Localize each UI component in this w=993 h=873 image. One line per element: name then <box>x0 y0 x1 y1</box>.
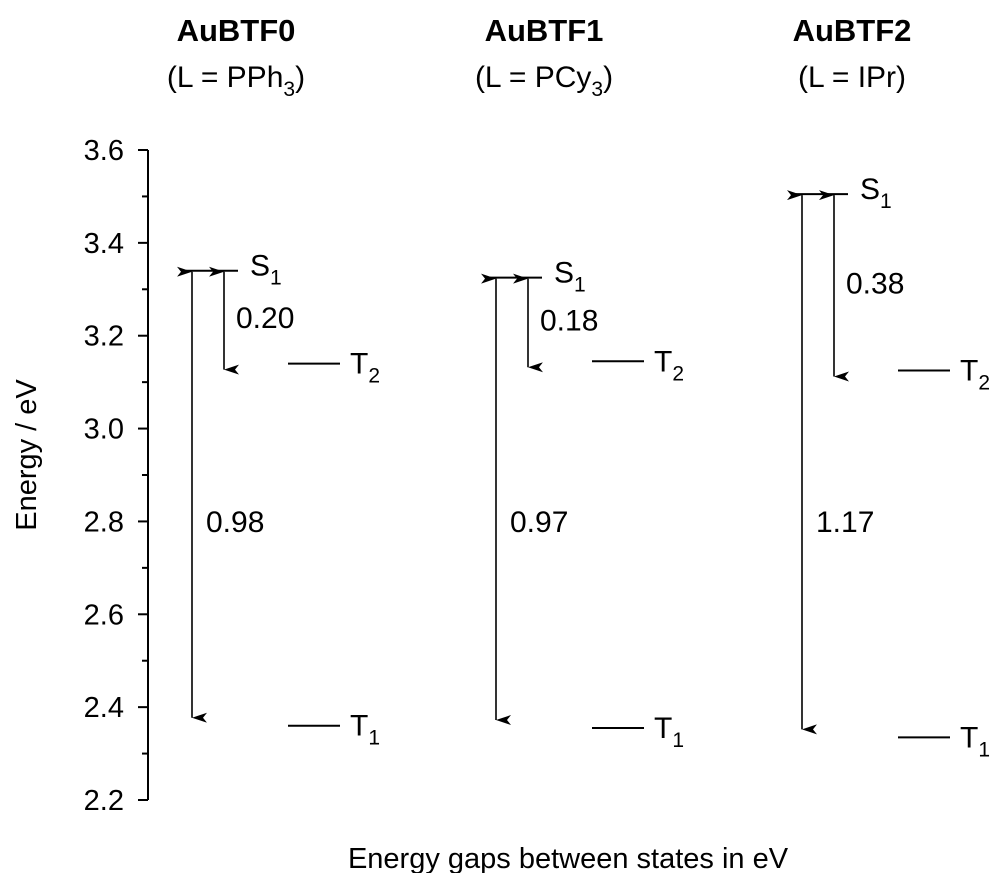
gap-label-s1-t2: 0.20 <box>236 302 294 335</box>
compound-name: AuBTF1 <box>485 13 604 48</box>
state-label: S1 <box>554 257 586 297</box>
gap-label-s1-t1: 0.97 <box>510 506 568 539</box>
y-axis-title: Energy / eV <box>11 379 43 531</box>
y-tick-label: 3.2 <box>84 321 124 353</box>
state-letter: T <box>960 721 978 754</box>
state-label: T1 <box>654 712 684 752</box>
ligand-subscript: 3 <box>591 78 603 101</box>
state-subscript: 1 <box>880 190 892 213</box>
x-axis-title: Energy gaps between states in eV <box>348 843 789 873</box>
y-axis: 2.2 2.4 2.6 2.8 3.0 3.2 3.4 3.6 <box>84 135 149 817</box>
state-label: T1 <box>350 710 380 750</box>
gap-label-s1-t2: 0.18 <box>540 304 598 337</box>
state-subscript: 1 <box>270 267 282 290</box>
y-tick-label: 3.4 <box>84 228 124 260</box>
state-letter: T <box>350 710 368 743</box>
state-subscript: 1 <box>368 727 380 750</box>
state-subscript: 2 <box>368 365 380 388</box>
state-letter: T <box>350 348 368 381</box>
ligand-prefix: (L = IPr) <box>798 61 906 94</box>
state-label: T2 <box>350 348 380 388</box>
state-letter: T <box>654 712 672 745</box>
state-label: S1 <box>250 250 282 290</box>
y-tick-label: 2.2 <box>84 785 124 817</box>
ligand-label: (L = IPr) <box>798 61 906 94</box>
compound-titles: AuBTF0(L = PPh3)AuBTF1(L = PCy3)AuBTF2(L… <box>167 13 911 101</box>
ligand-suffix: ) <box>603 61 613 94</box>
state-label: T1 <box>960 721 990 761</box>
state-label: S1 <box>860 173 892 213</box>
y-tick-label: 2.6 <box>84 599 124 631</box>
ligand-label: (L = PCy3) <box>475 61 613 101</box>
ligand-suffix: ) <box>295 61 305 94</box>
ligand-prefix: (L = PCy <box>475 61 591 94</box>
state-letter: S <box>860 173 880 206</box>
state-subscript: 1 <box>672 729 684 752</box>
gap-label-s1-t1: 1.17 <box>816 506 874 539</box>
state-subscript: 2 <box>978 372 990 395</box>
y-tick-label: 2.8 <box>84 506 124 538</box>
state-label: T2 <box>654 345 684 385</box>
ligand-label: (L = PPh3) <box>167 61 305 101</box>
state-letter: S <box>250 250 270 283</box>
ligand-subscript: 3 <box>283 78 295 101</box>
y-tick-label: 3.0 <box>84 414 124 446</box>
compound-name: AuBTF2 <box>793 13 912 48</box>
state-letter: T <box>654 345 672 378</box>
state-label: T2 <box>960 355 990 395</box>
gap-label-s1-t2: 0.38 <box>846 267 904 300</box>
state-subscript: 1 <box>574 274 586 297</box>
y-tick-label: 2.4 <box>84 692 124 724</box>
gap-arrows: 0.20 0.98 0.18 0.97 0.38 1.17 <box>177 190 904 735</box>
state-letter: S <box>554 257 574 290</box>
compound-name: AuBTF0 <box>177 13 296 48</box>
y-tick-label: 3.6 <box>84 135 124 167</box>
ligand-prefix: (L = PPh <box>167 61 283 94</box>
state-subscript: 1 <box>978 738 990 761</box>
state-subscript: 2 <box>672 362 684 385</box>
gap-label-s1-t1: 0.98 <box>206 506 264 539</box>
state-letter: T <box>960 355 978 388</box>
